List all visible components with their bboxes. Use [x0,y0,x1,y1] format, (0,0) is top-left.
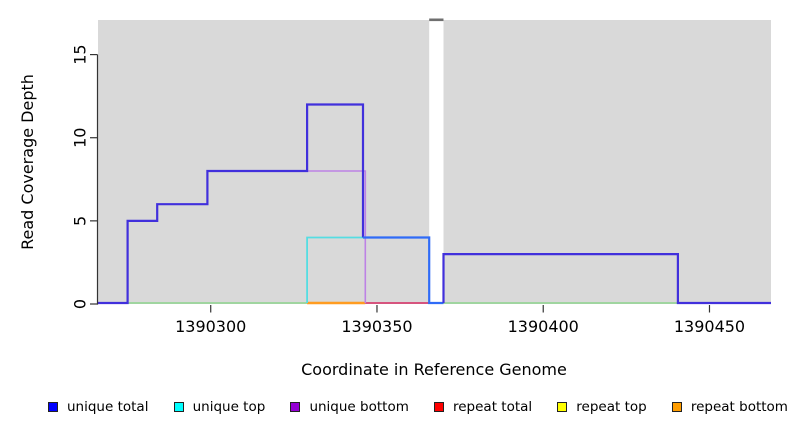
legend-item-repeat-bottom: repeat bottom [671,399,788,415]
legend: unique total unique top unique bottom repea… [48,398,788,416]
series-unique-total-over-unique-top [363,236,444,305]
plot-layers: 0 5 10 15 1390300 1390350 1390400 1390450 [71,18,771,336]
x-tick-label: 1390450 [674,317,745,336]
legend-swatch-icon [48,402,58,412]
legend-label: unique bottom [309,399,409,415]
gap-top-cap [429,18,444,22]
y-tick-label: 0 [71,299,90,309]
y-tick-label: 5 [71,216,90,226]
legend-swatch-icon [433,402,444,412]
legend-swatch-icon [557,402,568,412]
legend-swatch-icon [290,402,301,412]
legend-swatch-icon [173,402,184,412]
legend-label: unique top [192,399,266,415]
legend-item-unique-total: unique total [48,399,148,415]
legend-swatch-icon [671,402,682,412]
series-unique-top [306,236,366,303]
x-tick-label: 1390350 [341,317,412,336]
x-axis-label: Coordinate in Reference Genome [301,360,567,379]
x-tick-label: 1390300 [175,317,246,336]
series-unique-total-after-gap [442,253,771,305]
x-tick-label: 1390400 [508,317,579,336]
series-unique-total [98,103,365,305]
legend-item-unique-bottom: unique bottom [290,399,409,415]
legend-label: repeat total [452,399,533,415]
y-tick-label: 15 [71,44,90,64]
series-unique-bottom [307,170,367,303]
y-axis-label: Read Coverage Depth [18,74,37,250]
y-tick-label: 10 [71,128,90,148]
legend-item-repeat-top: repeat top [557,399,647,415]
legend-label: repeat top [576,399,647,415]
coverage-gap-column [429,19,444,305]
legend-label: repeat bottom [690,399,788,415]
coverage-chart: 0 5 10 15 1390300 1390350 1390400 1390450 Read … [18,18,771,379]
legend-item-repeat-total: repeat total [433,399,533,415]
legend-label: unique total [67,399,149,415]
legend-item-unique-top: unique top [173,399,266,415]
